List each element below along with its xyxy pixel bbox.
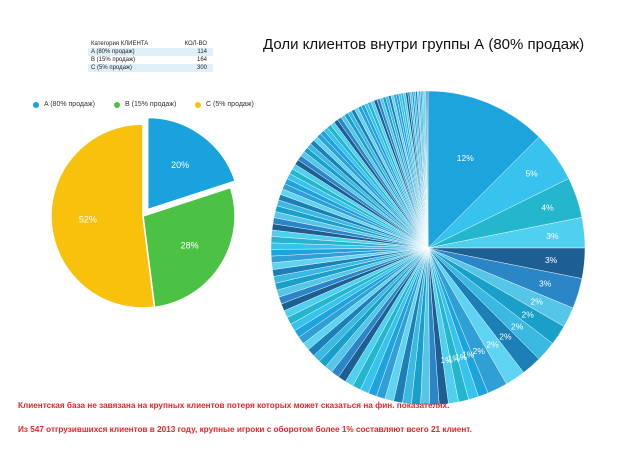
slice-label: 4% <box>541 202 554 212</box>
legend-item-c[interactable]: C (5% продаж) <box>195 101 254 108</box>
pie-slice <box>142 186 236 309</box>
pie-chart-group-a-shares: 12%5%4%3%3%3%2%2%2%2%2%2%1%1%1%1% <box>270 90 586 406</box>
slice-label: 2% <box>473 346 486 356</box>
table-row: A (80% продаж) 114 <box>88 48 213 56</box>
legend-dot-icon <box>114 101 120 108</box>
slice-label: 2% <box>486 340 499 350</box>
legend-dot-icon <box>33 101 39 108</box>
legend-label: C (5% продаж) <box>206 101 254 108</box>
table-cell-category: B (15% продаж) <box>91 57 135 63</box>
legend-dot-icon <box>195 101 201 108</box>
slice-label: 3% <box>546 231 559 241</box>
pie-chart-groups: 20% 28% 52% <box>50 116 237 309</box>
table-header-category: Категория КЛИЕНТА <box>91 41 149 47</box>
chart-title: Доли клиентов внутри группы А (80% прода… <box>263 36 585 53</box>
slice-label: 28% <box>181 241 199 251</box>
table-row: C (5% продаж) 300 <box>88 64 213 72</box>
slice-label: 2% <box>511 321 524 331</box>
slice-label: 1% <box>440 355 453 365</box>
summary-table: Категория КЛИЕНТА КОЛ-ВО A (80% продаж) … <box>88 40 213 72</box>
legend-item-b[interactable]: B (15% продаж) <box>114 101 176 108</box>
legend-item-a[interactable]: A (80% продаж) <box>33 101 95 108</box>
table-cell-count: 164 <box>196 57 207 63</box>
pie-slice <box>50 123 156 309</box>
note-line: Из 547 отгрузившихся клиентов в 2013 год… <box>18 425 472 434</box>
table-header-row: Категория КЛИЕНТА КОЛ-ВО <box>88 40 213 48</box>
table-cell-count: 114 <box>197 49 207 55</box>
slice-label: 2% <box>499 331 512 341</box>
slice-label: 2% <box>522 310 535 320</box>
table-cell-category: A (80% продаж) <box>91 49 135 55</box>
slice-label: 52% <box>79 215 97 225</box>
table-cell-category: C (5% продаж) <box>91 65 132 71</box>
table-header-count: КОЛ-ВО <box>184 41 207 47</box>
slice-label: 12% <box>457 153 474 163</box>
slice-label: 5% <box>525 169 538 179</box>
slice-label: 3% <box>545 255 558 265</box>
slice-label: 1% <box>455 352 468 362</box>
slice-label: 20% <box>171 160 189 170</box>
slice-label: 1% <box>448 354 461 364</box>
legend-label: B (15% продаж) <box>125 101 177 108</box>
slice-label: 3% <box>539 279 552 289</box>
table-cell-count: 300 <box>196 65 207 71</box>
pie-slice <box>427 90 540 249</box>
pie-slice <box>146 116 237 211</box>
legend-label: A (80% продаж) <box>44 101 95 108</box>
slice-label: 1% <box>462 349 475 359</box>
pie-slice <box>426 90 429 249</box>
slice-label: 2% <box>531 297 544 307</box>
table-row: B (15% продаж) 164 <box>88 56 213 64</box>
note-line: Клиентская база не завязана на крупных к… <box>18 401 450 410</box>
